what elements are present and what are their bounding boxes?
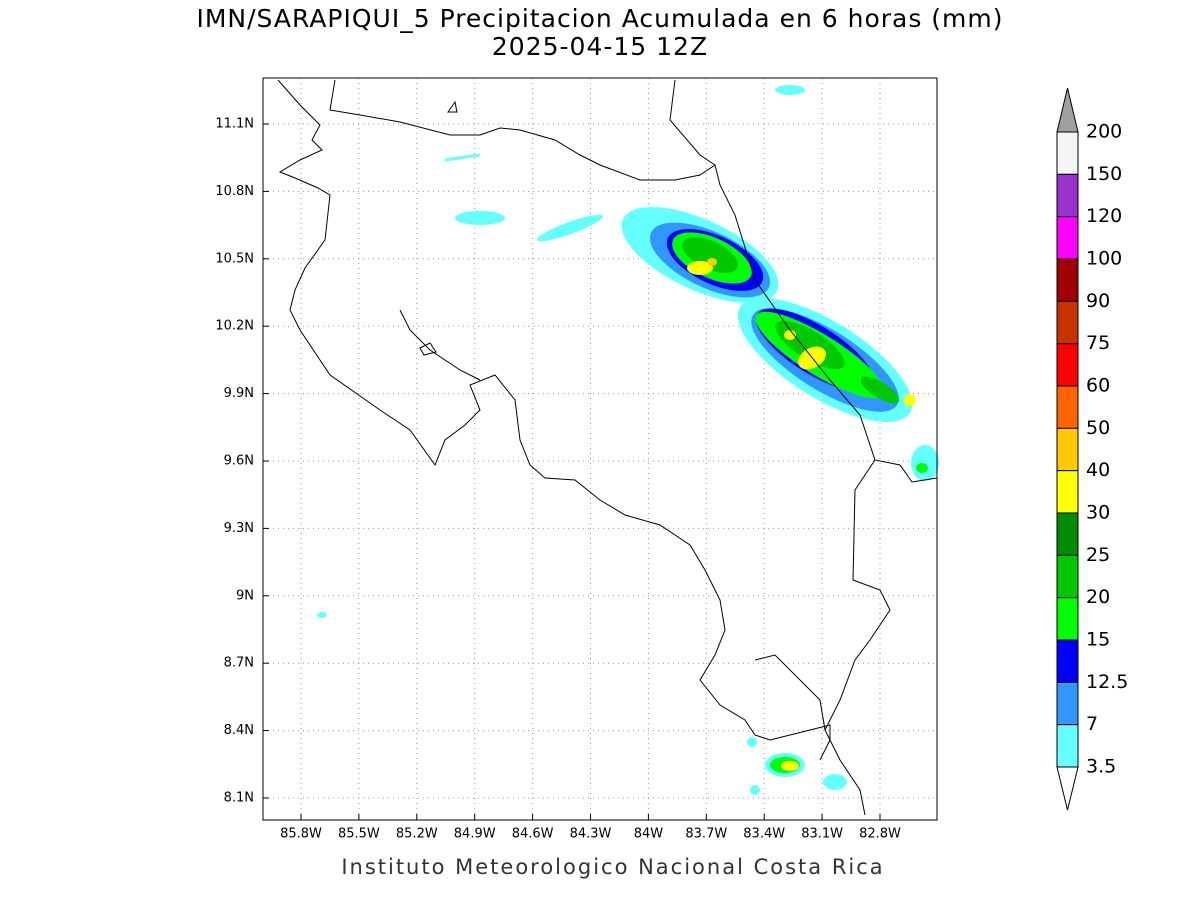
lon-tick-label: 85.8W — [280, 827, 322, 842]
colorbar-label: 90 — [1086, 290, 1110, 312]
colorbar-swatch — [1056, 216, 1079, 260]
colorbar-swatch — [1056, 258, 1079, 302]
colorbar-swatch — [1056, 427, 1079, 472]
title: IMN/SARAPIQUI_5 Precipitacion Acumulada … — [196, 4, 1003, 33]
colorbar-swatch — [1056, 300, 1079, 345]
map-frame — [262, 77, 938, 821]
colorbar-swatch — [1056, 639, 1079, 683]
colorbar-swatch — [1056, 343, 1079, 387]
lat-tick-label: 8.7N — [224, 656, 254, 671]
colorbar-swatch — [1056, 470, 1079, 514]
colorbar-swatch — [1056, 597, 1079, 641]
lat-tick-label: 9N — [236, 588, 254, 603]
lat-tick-label: 10.2N — [215, 319, 254, 334]
precipitation — [317, 85, 939, 795]
lon-tick-label: 84W — [634, 827, 664, 842]
colorbar-label: 15 — [1086, 629, 1110, 651]
lat-tick-label: 8.1N — [224, 791, 254, 806]
lat-tick-label: 8.4N — [224, 723, 254, 738]
colorbar-label: 20 — [1086, 586, 1110, 608]
lon-tick-label: 84.6W — [512, 827, 554, 842]
colorbar-label: 50 — [1086, 417, 1110, 439]
colorbar-label: 7 — [1086, 713, 1098, 735]
colorbar-swatch — [1056, 724, 1079, 768]
colorbar-label: 12.5 — [1086, 671, 1128, 693]
lon-tick-label: 83.1W — [801, 827, 843, 842]
colorbar-swatch — [1056, 512, 1079, 556]
colorbar-swatch — [1056, 385, 1079, 429]
colorbar-label: 100 — [1086, 248, 1122, 270]
colorbar-label: 60 — [1086, 375, 1110, 397]
colorbar-swatch — [1056, 173, 1079, 218]
lon-tick-label: 85.5W — [338, 827, 380, 842]
colorbar-label: 3.5 — [1086, 756, 1116, 778]
colorbar-cap — [1056, 87, 1079, 133]
lat-tick-label: 9.9N — [224, 386, 254, 401]
colorbar-cap — [1056, 766, 1079, 811]
lon-tick-label: 85.2W — [396, 827, 438, 842]
colorbar-swatch — [1056, 131, 1079, 175]
coastline — [277, 79, 938, 816]
colorbar-label: 75 — [1086, 332, 1110, 354]
grid — [263, 78, 937, 820]
colorbar-label: 30 — [1086, 502, 1110, 524]
colorbar-label: 25 — [1086, 544, 1110, 566]
colorbar-swatch — [1056, 681, 1079, 726]
colorbar-swatch — [1056, 554, 1079, 599]
lon-tick-label: 83.4W — [743, 827, 785, 842]
lon-tick-label: 82.8W — [859, 827, 901, 842]
colorbar-label: 150 — [1086, 163, 1122, 185]
lat-tick-label: 11.1N — [215, 117, 254, 132]
lon-tick-label: 84.3W — [570, 827, 612, 842]
lat-tick-label: 10.8N — [215, 184, 254, 199]
lon-tick-label: 83.7W — [685, 827, 727, 842]
lon-tick-label: 84.9W — [454, 827, 496, 842]
lat-tick-label: 10.5N — [215, 251, 254, 266]
colorbar-label: 200 — [1086, 121, 1122, 143]
footer: Instituto Meteorologico Nacional Costa R… — [341, 855, 884, 879]
subtitle: 2025-04-15 12Z — [492, 32, 708, 61]
colorbar-label: 40 — [1086, 459, 1110, 481]
colorbar: 200 150 120 100 90 75 60 50 40 30 25 20 15 12.5 7 3.5 — [1056, 87, 1128, 811]
colorbar-label: 120 — [1086, 205, 1122, 227]
lat-tick-label: 9.3N — [224, 521, 254, 536]
lat-tick-label: 9.6N — [224, 454, 254, 469]
